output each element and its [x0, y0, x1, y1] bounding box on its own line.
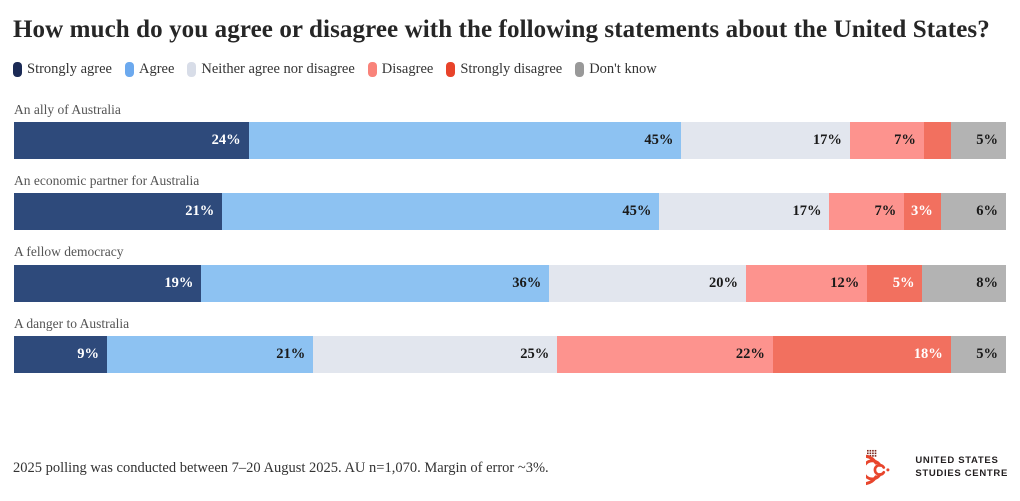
- methodology-note: 2025 polling was conducted between 7–20 …: [13, 459, 549, 476]
- segment-value-label: 36%: [512, 274, 542, 291]
- legend-label: Neither agree nor disagree: [201, 61, 355, 77]
- chart-page: How much do you agree or disagree with t…: [0, 14, 1020, 501]
- segment-value-label: 6%: [976, 203, 999, 220]
- legend-swatch-icon: [124, 62, 134, 77]
- legend-swatch-icon: [446, 62, 456, 77]
- legend-item-agree: Agree: [124, 61, 175, 78]
- bar-segment-agree: 45%: [248, 122, 682, 160]
- category-label: An economic partner for Australia: [14, 173, 200, 189]
- ussc-spiral-logo-icon: [866, 449, 890, 486]
- bar-segment-strongly-agree: 24%: [14, 122, 249, 160]
- segment-value-label: 45%: [644, 132, 674, 149]
- ussc-logo-text: UNITED STATES STUDIES CENTRE: [915, 455, 1008, 481]
- segment-value-label: 5%: [976, 132, 998, 149]
- stacked-bar: 19% 36% 20% 12% 5% 8%: [14, 264, 1006, 302]
- segment-value-label: 5%: [892, 274, 915, 291]
- legend-item-disagree: Disagree: [367, 61, 434, 78]
- bar-segment-strongly-disagree: 3%: [904, 193, 941, 231]
- stacked-bar: 24% 45% 17% 7% 5%: [14, 122, 1006, 160]
- legend-swatch-icon: [575, 62, 585, 77]
- ussc-logo: UNITED STATES STUDIES CENTRE: [866, 449, 1008, 487]
- segment-value-label: 7%: [894, 132, 916, 149]
- segment-value-label: 5%: [976, 345, 998, 362]
- footer: 2025 polling was conducted between 7–20 …: [13, 449, 1008, 487]
- legend-label: Agree: [138, 61, 175, 77]
- bar-row-an-economic-partner-for-australia: An economic partner for Australia 21% 45% 1…: [14, 173, 1007, 231]
- bar-segment-disagree: 7%: [829, 193, 905, 231]
- segment-value-label: 17%: [792, 203, 822, 220]
- bar-segment-don-t-know: 6%: [940, 193, 1007, 231]
- bar-segment-strongly-disagree: 5%: [867, 264, 923, 302]
- segment-value-label: 20%: [709, 274, 738, 291]
- legend: Strongly agree Agree Neither agree nor dis…: [13, 61, 1007, 78]
- bar-row-a-danger-to-australia: A danger to Australia 9% 21% 25% 22% 18% 5%: [14, 316, 1006, 373]
- bar-segment-neither-agree-nor-disagree: 20%: [549, 264, 746, 302]
- legend-swatch-icon: [13, 62, 22, 77]
- segment-value-label: 12%: [830, 274, 860, 291]
- legend-item-strongly-agree: Strongly agree: [13, 61, 112, 78]
- bar-segment-agree: 45%: [222, 193, 660, 231]
- bar-segment-don-t-know: 8%: [922, 264, 1006, 302]
- bar-segment-neither-agree-nor-disagree: 17%: [681, 122, 850, 160]
- bar-segment-strongly-agree: 9%: [14, 335, 107, 373]
- segment-value-label: 17%: [812, 132, 842, 149]
- bar-segment-neither-agree-nor-disagree: 25%: [313, 335, 558, 373]
- bar-segment-agree: 36%: [201, 264, 550, 302]
- ussc-logo-line2: STUDIES CENTRE: [915, 468, 1008, 479]
- bar-row-an-ally-of-australia: An ally of Australia 24% 45% 17% 7% 5%: [14, 102, 1006, 160]
- bar-segment-don-t-know: 5%: [950, 335, 1006, 373]
- segment-value-label: 18%: [913, 345, 943, 362]
- legend-label: Don't know: [589, 61, 657, 77]
- stacked-bar: 9% 21% 25% 22% 18% 5%: [14, 335, 1006, 373]
- segment-value-label: 9%: [77, 345, 99, 362]
- bar-segment-strongly-agree: 21%: [14, 193, 223, 231]
- legend-item-strongly-disagree: Strongly disagree: [446, 61, 562, 78]
- segment-value-label: 3%: [911, 203, 933, 220]
- legend-label: Disagree: [381, 61, 434, 77]
- category-label: A danger to Australia: [14, 315, 130, 331]
- segment-value-label: 22%: [735, 345, 765, 362]
- segment-value-label: 19%: [164, 274, 194, 291]
- bar-segment-strongly-disagree: [923, 122, 951, 160]
- legend-swatch-icon: [187, 62, 197, 77]
- segment-value-label: 21%: [185, 203, 215, 220]
- bar-row-a-fellow-democracy: A fellow democracy 19% 36% 20% 12% 5% 8%: [14, 244, 1006, 302]
- legend-item-don-t-know: Don't know: [575, 61, 657, 78]
- segment-value-label: 8%: [976, 274, 998, 291]
- bar-segment-disagree: 12%: [746, 264, 868, 302]
- segment-value-label: 45%: [622, 203, 652, 220]
- bars-area: An ally of Australia 24% 45% 17% 7% 5% An econ…: [14, 102, 1007, 373]
- legend-label: Strongly agree: [27, 61, 112, 77]
- segment-value-label: 7%: [874, 203, 897, 220]
- stacked-bar: 21% 45% 17% 7% 3% 6%: [14, 193, 1007, 231]
- bar-segment-don-t-know: 5%: [950, 122, 1006, 160]
- bar-segment-agree: 21%: [106, 335, 314, 373]
- legend-item-neither-agree-nor-disagree: Neither agree nor disagree: [187, 61, 355, 78]
- bar-segment-strongly-agree: 19%: [14, 264, 202, 302]
- category-label: A fellow democracy: [14, 244, 124, 260]
- bar-segment-neither-agree-nor-disagree: 17%: [659, 193, 830, 231]
- chart-title: How much do you agree or disagree with t…: [13, 16, 990, 43]
- bar-segment-disagree: 22%: [557, 335, 773, 373]
- segment-value-label: 25%: [520, 345, 550, 362]
- legend-label: Strongly disagree: [460, 61, 563, 77]
- category-label: An ally of Australia: [14, 102, 121, 117]
- bar-segment-disagree: 7%: [849, 122, 924, 160]
- segment-value-label: 21%: [276, 345, 306, 362]
- bar-segment-strongly-disagree: 18%: [772, 335, 951, 373]
- ussc-logo-line1: UNITED STATES: [915, 455, 999, 467]
- legend-swatch-icon: [367, 62, 377, 77]
- segment-value-label: 24%: [211, 132, 241, 149]
